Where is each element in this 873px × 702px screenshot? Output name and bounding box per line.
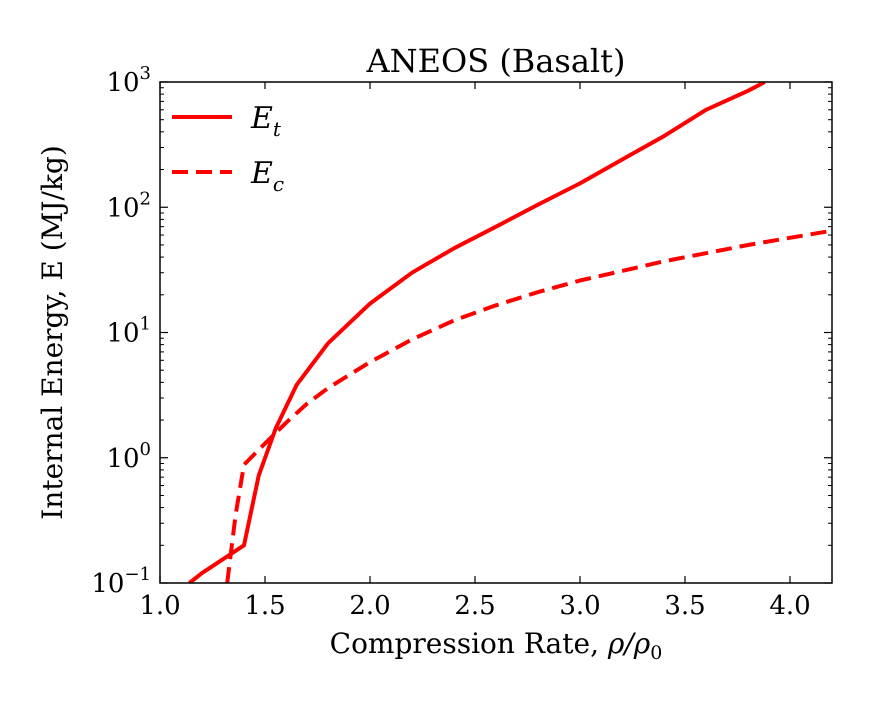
series-lines (188, 82, 832, 583)
legend-label-c: Ec (250, 156, 284, 196)
x-axis-label-math: ρ/ρ (607, 627, 651, 660)
x-tick-label: 3.5 (664, 591, 705, 621)
y-tick-label: 101 (106, 314, 151, 349)
y-tick-label: 103 (106, 63, 151, 98)
x-tick-label: 3.0 (559, 591, 600, 621)
legend: Et Ec (172, 101, 284, 196)
x-axis-label-math-sub: 0 (650, 642, 662, 664)
x-tick-label: 1.0 (139, 591, 180, 621)
x-tick-label: 4.0 (769, 591, 810, 621)
y-tick-label: 102 (106, 188, 151, 223)
series-line-c (225, 228, 832, 583)
x-axis-label-text: Compression Rate, (330, 627, 608, 660)
legend-label-t: Et (250, 101, 282, 141)
y-tick-label: 100 (106, 439, 151, 474)
x-tick-label: 1.5 (244, 591, 285, 621)
x-tick-labels: 1.0 1.5 2.0 2.5 3.0 3.5 4.0 (139, 591, 810, 621)
chart-title: ANEOS (Basalt) (366, 42, 626, 80)
y-tick-label: 10−1 (91, 564, 151, 599)
y-axis-label: Internal Energy, E (MJ/kg) (36, 145, 69, 520)
x-tick-label: 2.0 (349, 591, 390, 621)
series-line-t (188, 82, 766, 583)
plot-frame (159, 81, 833, 584)
x-tick-label: 2.5 (454, 591, 495, 621)
x-axis-label: Compression Rate, ρ/ρ0 (330, 627, 663, 664)
y-tick-labels: 10−1 100 101 102 103 (91, 63, 151, 599)
